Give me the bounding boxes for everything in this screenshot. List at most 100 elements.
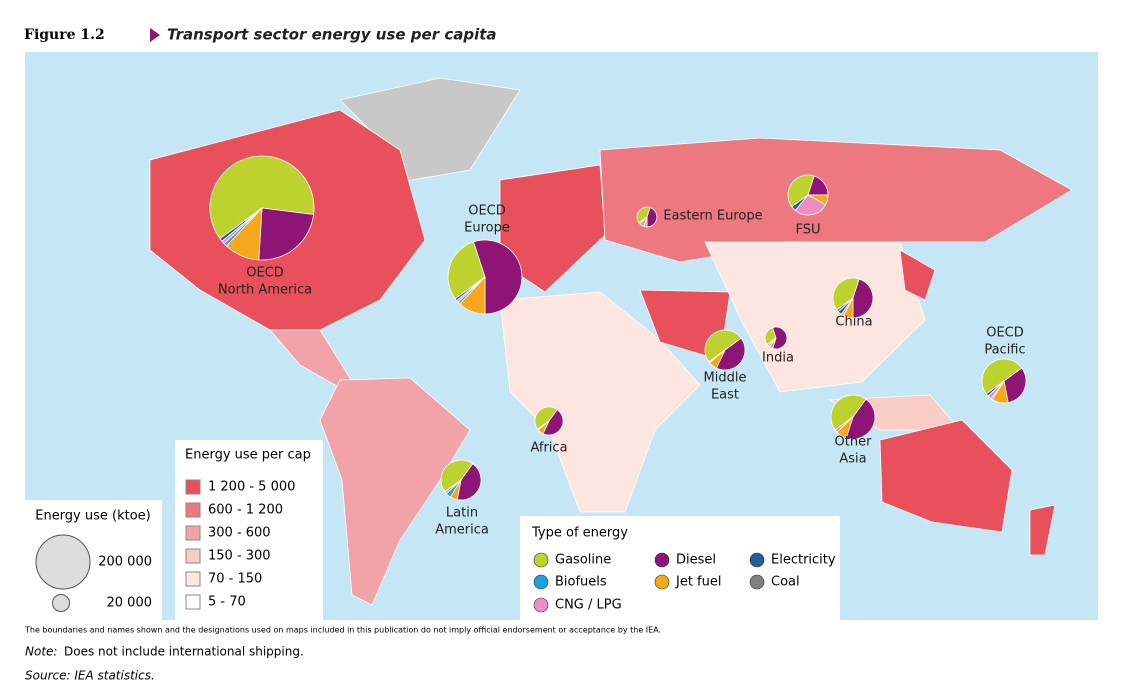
pie-slice [832, 277, 860, 311]
color-class-label: 600 - 1 200 [208, 503, 283, 518]
size-legend-title: Energy use (ktoe) [35, 509, 151, 524]
color-legend-title: Energy use per cap [185, 448, 311, 463]
energy-type-label: Gasoline [555, 553, 611, 568]
pie-slice [985, 380, 1005, 397]
note-label: Note: [25, 645, 57, 659]
pie-slice [708, 349, 726, 364]
region-label: OECD [246, 266, 284, 281]
note-text: Does not include international shipping. [64, 645, 304, 659]
pie-slice [981, 358, 1023, 395]
energy-legend-title: Type of energy [531, 526, 628, 541]
pie-slice [219, 207, 263, 242]
energy-swatch [533, 552, 549, 568]
pie-slice [258, 207, 315, 261]
pie-slice [787, 174, 815, 208]
region-label: Africa [530, 441, 567, 456]
pie-slice [444, 479, 462, 495]
color-swatch [185, 479, 201, 495]
size-legend-label: 20 000 [107, 596, 153, 611]
energy-swatch [749, 552, 765, 568]
pie-slice [542, 409, 564, 436]
figure-label: Figure 1.2 [24, 27, 105, 43]
pie-slice [1003, 367, 1027, 404]
pie-slice [830, 394, 867, 431]
region-label: Other [835, 435, 873, 450]
pie-slice [454, 276, 486, 302]
source: Source: IEA statistics. [25, 669, 155, 683]
region-label: North America [218, 283, 312, 298]
energy-swatch [654, 552, 670, 568]
size-legend-label: 200 000 [98, 555, 152, 570]
energy-legend-box [520, 516, 840, 620]
asia [704, 241, 926, 393]
pie-slice [646, 207, 658, 228]
energy-type-label: Diesel [676, 553, 716, 568]
new-zealand [1029, 504, 1056, 556]
title-marker [150, 28, 160, 42]
pie-slice [715, 337, 746, 371]
pie-slice [638, 216, 648, 225]
pie-slice [447, 241, 486, 300]
region-label: East [711, 388, 739, 403]
region-label: OECD [468, 204, 506, 219]
australia [879, 419, 1013, 533]
region-label: Europe [464, 221, 510, 236]
color-class-label: 5 - 70 [208, 595, 246, 610]
pie-slice [704, 329, 742, 363]
size-legend-circle [51, 593, 71, 613]
region-label: Asia [839, 452, 866, 467]
region-label: FSU [795, 223, 820, 238]
region-label: India [762, 351, 794, 366]
color-swatch [185, 525, 201, 541]
region-label: China [835, 315, 872, 330]
japan [899, 249, 936, 301]
africa [499, 291, 701, 513]
energy-type-label: Coal [771, 575, 800, 590]
color-class-label: 70 - 150 [208, 572, 262, 587]
pie-slice [209, 155, 315, 240]
region-label: OECD [986, 326, 1024, 341]
pie-slice [794, 194, 827, 216]
pie-slice [473, 239, 523, 315]
pie-slice [845, 398, 876, 440]
energy-type-label: Jet fuel [675, 575, 722, 590]
title: Transport sector energy use per capita [167, 26, 497, 44]
region-label: Middle [704, 371, 747, 386]
energy-swatch [654, 574, 670, 590]
color-swatch [185, 571, 201, 587]
pie-slice [772, 326, 788, 350]
color-swatch [185, 548, 201, 564]
region-label: Eastern Europe [663, 209, 762, 224]
energy-swatch [533, 574, 549, 590]
pie-slice [836, 297, 854, 313]
energy-type-label: CNG / LPG [555, 598, 622, 613]
pie-slice [791, 194, 809, 212]
color-swatch [185, 502, 201, 518]
south-america [319, 377, 471, 606]
pie-slice [440, 459, 474, 493]
region-label: Pacific [984, 343, 1025, 358]
color-class-label: 150 - 300 [208, 549, 271, 564]
pie-slice [456, 463, 482, 501]
pie-slice [534, 406, 558, 430]
pie-slice [766, 337, 777, 347]
fsu [599, 137, 1073, 263]
land [149, 77, 1073, 606]
energy-type-label: Electricity [771, 553, 836, 568]
color-class-label: 1 200 - 5 000 [208, 480, 295, 495]
pie-slice [537, 420, 550, 431]
pie-slice [852, 278, 874, 319]
color-class-label: 300 - 600 [208, 526, 271, 541]
energy-swatch [533, 597, 549, 613]
color-swatch [185, 594, 201, 610]
energy-swatch [749, 574, 765, 590]
region-label: Latin [446, 506, 478, 521]
energy-type-label: Biofuels [555, 575, 607, 590]
region-label: America [435, 523, 489, 538]
disclaimer: The boundaries and names shown and the d… [24, 626, 661, 635]
size-legend-circle [35, 534, 91, 590]
pie-slice [834, 416, 854, 433]
pie-slice [636, 206, 651, 224]
